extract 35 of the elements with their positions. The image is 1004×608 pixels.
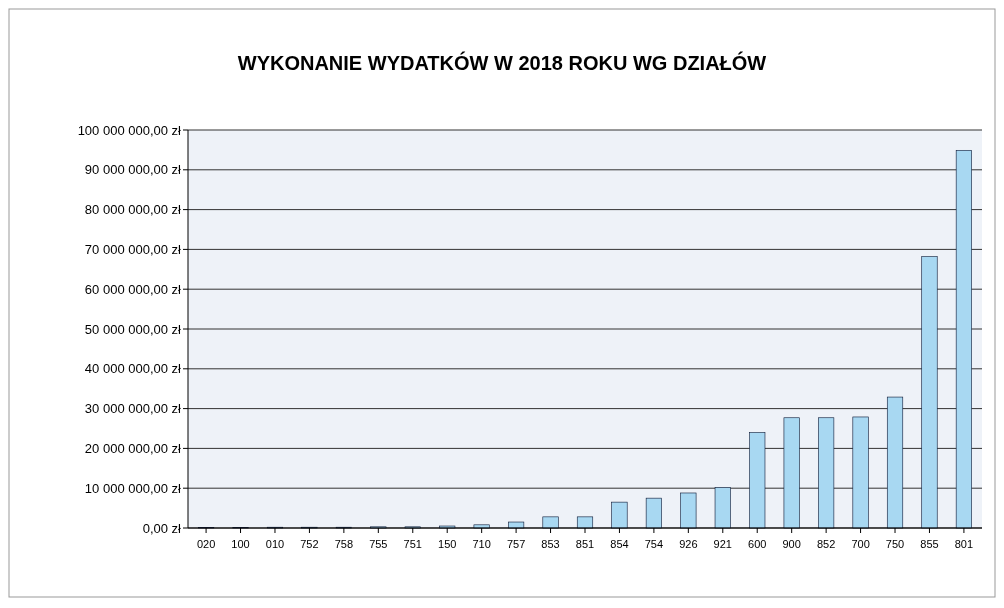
- x-tick-label: 710: [472, 538, 491, 550]
- x-tick-label: 926: [679, 538, 698, 550]
- x-tick-label: 150: [438, 538, 457, 550]
- x-tick-label: 752: [300, 538, 319, 550]
- y-tick-label: 70 000 000,00 zł: [84, 241, 182, 257]
- x-tick-label: 754: [644, 538, 664, 550]
- x-tick-label: 851: [575, 538, 595, 550]
- x-tick-label: 921: [713, 538, 732, 550]
- y-tick-label: 100 000 000,00 zł: [77, 122, 182, 138]
- y-tick-label: 20 000 000,00 zł: [84, 440, 182, 456]
- y-tick-label: 40 000 000,00 zł: [84, 361, 182, 377]
- x-tick-label: 010: [265, 538, 285, 550]
- y-tick-label: 10 000 000,00 zł: [84, 480, 182, 496]
- x-tick-label: 700: [851, 538, 870, 550]
- x-tick-label: 852: [816, 538, 836, 550]
- y-tick-label: 30 000 000,00 zł: [84, 401, 182, 417]
- x-tick-label: 755: [369, 538, 388, 550]
- x-tick-label: 855: [920, 538, 939, 550]
- x-tick-label: 020: [196, 538, 216, 550]
- chart-title: WYKONANIE WYDATKÓW W 2018 ROKU WG DZIAŁÓW: [237, 51, 767, 74]
- x-tick-label: 757: [506, 538, 526, 550]
- x-tick-label: 801: [954, 538, 974, 550]
- x-tick-label: 751: [403, 538, 422, 550]
- y-tick-label: 80 000 000,00 zł: [84, 202, 182, 218]
- x-tick-label: 600: [748, 538, 767, 550]
- x-tick-label: 900: [782, 538, 801, 550]
- y-tick-label: 60 000 000,00 zł: [84, 281, 182, 297]
- y-tick-label: 50 000 000,00 zł: [84, 321, 182, 337]
- x-tick-label: 758: [334, 538, 354, 550]
- y-tick-label: 0,00 zł: [142, 520, 182, 536]
- x-tick-label: 100: [231, 538, 250, 550]
- y-tick-label: 90 000 000,00 zł: [84, 162, 182, 178]
- x-tick-label: 853: [541, 538, 560, 550]
- x-tick-label: 854: [610, 538, 629, 550]
- x-tick-label: 750: [885, 538, 905, 550]
